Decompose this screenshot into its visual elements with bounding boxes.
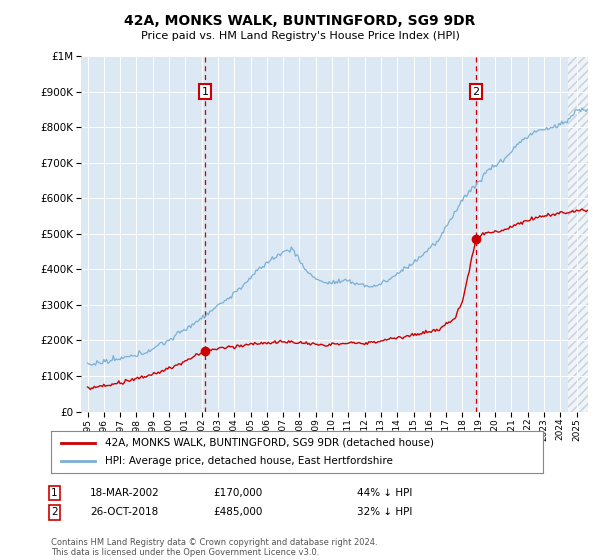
Text: £485,000: £485,000 [213, 507, 262, 517]
Text: 18-MAR-2002: 18-MAR-2002 [90, 488, 160, 498]
Text: £170,000: £170,000 [213, 488, 262, 498]
Text: 2: 2 [51, 507, 58, 517]
Text: HPI: Average price, detached house, East Hertfordshire: HPI: Average price, detached house, East… [105, 456, 393, 466]
Text: 42A, MONKS WALK, BUNTINGFORD, SG9 9DR (detached house): 42A, MONKS WALK, BUNTINGFORD, SG9 9DR (d… [105, 438, 434, 448]
Text: 26-OCT-2018: 26-OCT-2018 [90, 507, 158, 517]
Text: Price paid vs. HM Land Registry's House Price Index (HPI): Price paid vs. HM Land Registry's House … [140, 31, 460, 41]
Text: 1: 1 [51, 488, 58, 498]
Text: 32% ↓ HPI: 32% ↓ HPI [357, 507, 412, 517]
Bar [568, 56, 590, 412]
Text: 1: 1 [202, 87, 209, 96]
Bar [568, 56, 590, 412]
Text: 44% ↓ HPI: 44% ↓ HPI [357, 488, 412, 498]
Text: 42A, MONKS WALK, BUNTINGFORD, SG9 9DR: 42A, MONKS WALK, BUNTINGFORD, SG9 9DR [124, 14, 476, 28]
Text: 2: 2 [472, 87, 479, 96]
Text: Contains HM Land Registry data © Crown copyright and database right 2024.
This d: Contains HM Land Registry data © Crown c… [51, 538, 377, 557]
